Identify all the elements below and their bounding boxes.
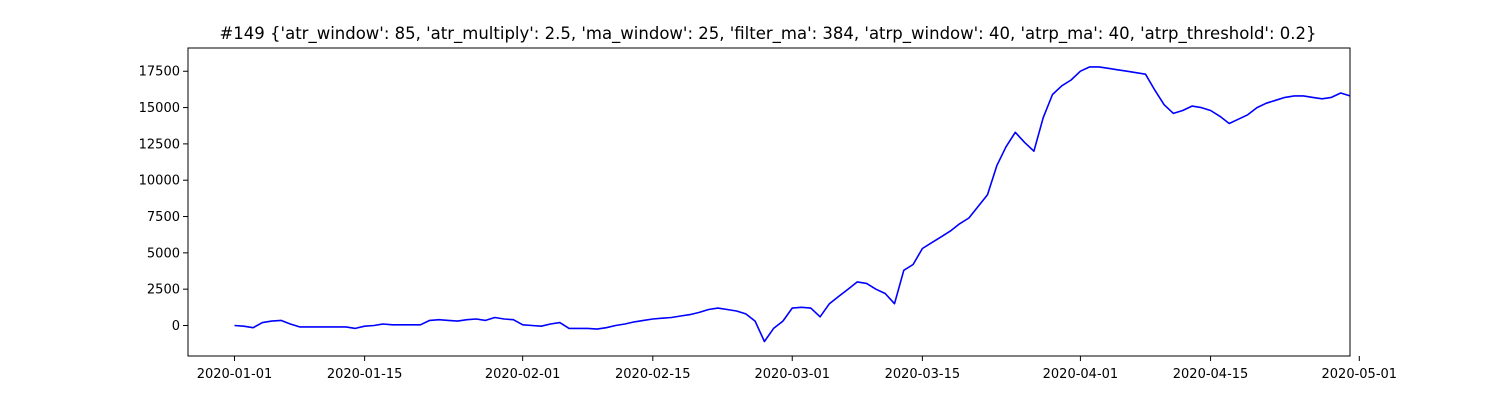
y-tick-label: 12500 xyxy=(139,137,180,152)
y-tick-label: 15000 xyxy=(139,101,180,116)
y-tick-label: 5000 xyxy=(147,246,180,261)
x-tick-label: 2020-04-01 xyxy=(1043,367,1119,382)
x-tick-label: 2020-04-15 xyxy=(1173,367,1249,382)
plot-area-frame xyxy=(187,47,1351,357)
y-tick-label: 2500 xyxy=(147,283,180,298)
x-tick-label: 2020-03-01 xyxy=(754,367,830,382)
x-tick-label: 2020-01-01 xyxy=(197,367,273,382)
y-tick-label: 7500 xyxy=(147,210,180,225)
x-tick-label: 2020-05-01 xyxy=(1322,367,1398,382)
x-tick-label: 2020-03-15 xyxy=(885,367,961,382)
chart-title: #149 {'atr_window': 85, 'atr_multiply': … xyxy=(219,24,1316,44)
x-tick-label: 2020-02-15 xyxy=(615,367,691,382)
y-tick-label: 0 xyxy=(172,319,180,334)
x-tick-label: 2020-02-01 xyxy=(485,367,561,382)
y-axis: 0 2500 5000 7500 10000 12500 15000 17500 xyxy=(139,65,188,334)
series-line-0 xyxy=(234,66,1351,343)
y-tick-label: 10000 xyxy=(139,174,180,189)
x-tick-label: 2020-01-15 xyxy=(327,367,403,382)
y-tick-label: 17500 xyxy=(139,65,180,80)
x-axis: 2020-01-01 2020-01-15 2020-02-01 2020-02-15… xyxy=(197,356,1397,382)
series-layer xyxy=(234,66,1351,343)
